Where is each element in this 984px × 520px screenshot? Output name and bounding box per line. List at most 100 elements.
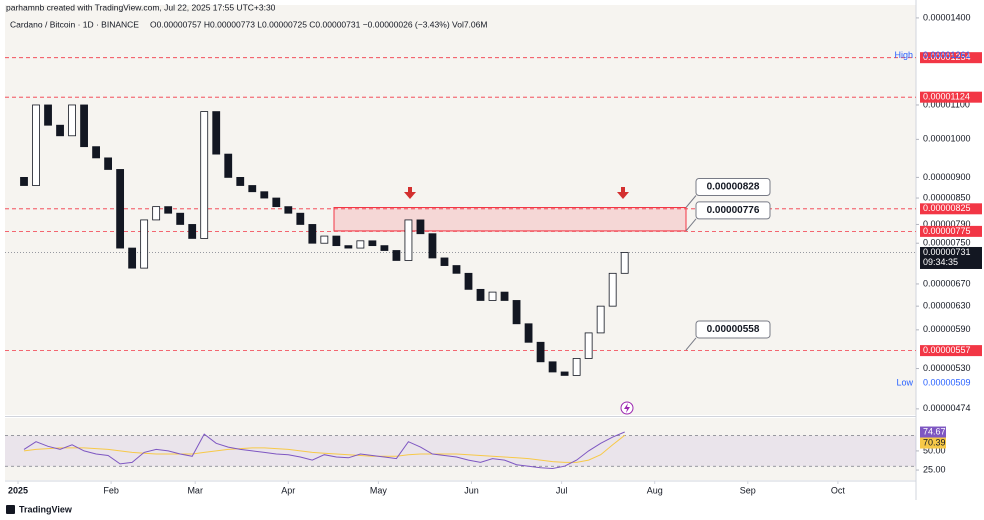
candle-body bbox=[488, 291, 497, 301]
candle-body bbox=[164, 206, 173, 214]
callout-label: 0.00000776 bbox=[707, 205, 760, 216]
candle-body bbox=[620, 252, 629, 274]
brand: TradingView bbox=[19, 504, 73, 514]
candle-body bbox=[404, 219, 413, 261]
candle-body bbox=[464, 272, 473, 290]
y-tick-label: 0.00000670 bbox=[923, 278, 971, 288]
last-price-label: 0.00000731 bbox=[923, 247, 971, 257]
high-name: High bbox=[894, 50, 913, 60]
candle-body bbox=[80, 104, 88, 148]
callout-label: 0.00000558 bbox=[707, 324, 760, 335]
low-value: 0.00000509 bbox=[923, 378, 971, 388]
rsi-tick-label: 25.00 bbox=[923, 464, 946, 474]
logo bbox=[6, 505, 15, 514]
high-value: 0.00001261 bbox=[923, 50, 971, 60]
rsi-ma-label: 70.39 bbox=[923, 437, 946, 447]
candle-body bbox=[308, 224, 317, 244]
candle-body bbox=[20, 177, 28, 186]
callout-leader bbox=[685, 337, 697, 351]
rsi-band bbox=[5, 435, 916, 467]
callout-label: 0.00000828 bbox=[707, 182, 760, 193]
candle-body bbox=[452, 265, 461, 274]
x-tick-label: Feb bbox=[103, 485, 119, 495]
callout-box bbox=[695, 320, 771, 339]
x-tick-label: Mar bbox=[187, 485, 203, 495]
rsi-value-label: 74.67 bbox=[923, 426, 946, 436]
resistance-zone bbox=[333, 207, 687, 232]
candle-body bbox=[416, 219, 425, 235]
candle-body bbox=[332, 235, 341, 247]
rsi-value-bg bbox=[920, 426, 946, 438]
candle-body bbox=[188, 224, 197, 239]
candle-body bbox=[68, 104, 76, 137]
candle-body bbox=[212, 111, 221, 155]
y-tick-label: 0.00001400 bbox=[923, 12, 971, 22]
level-label-bg bbox=[920, 52, 982, 64]
candle-body bbox=[92, 146, 100, 159]
candle-body bbox=[236, 177, 245, 186]
x-tick-label: May bbox=[370, 485, 388, 495]
rsi-line bbox=[23, 431, 625, 470]
y-tick-label: 0.00000900 bbox=[923, 172, 971, 182]
level-label: 0.00001124 bbox=[923, 92, 970, 102]
candle-body bbox=[200, 111, 209, 239]
candle-body bbox=[272, 197, 281, 208]
candle-body bbox=[596, 305, 605, 334]
level-label-bg bbox=[920, 203, 982, 215]
candle-body bbox=[572, 358, 581, 376]
candle-body bbox=[344, 245, 353, 249]
candle-body bbox=[140, 219, 149, 269]
red-arrow bbox=[404, 187, 416, 199]
candle-body bbox=[296, 212, 305, 225]
candle-body bbox=[56, 124, 64, 137]
rsi-ma-bg bbox=[920, 437, 946, 449]
candle-body bbox=[440, 257, 449, 266]
candle-body bbox=[224, 153, 233, 178]
candle-body bbox=[320, 235, 329, 244]
y-tick-label: 0.00001000 bbox=[923, 134, 971, 144]
last-price-bg bbox=[920, 246, 982, 269]
alert-icon[interactable] bbox=[620, 401, 634, 415]
candle-body bbox=[284, 206, 293, 214]
candle-body bbox=[380, 245, 389, 251]
callout-box bbox=[695, 178, 771, 197]
candle-body bbox=[44, 104, 52, 126]
level-label: 0.00001254 bbox=[923, 52, 971, 62]
y-tick-label: 0.00000790 bbox=[923, 219, 971, 229]
y-tick-label: 0.00000630 bbox=[923, 301, 971, 311]
candle-body bbox=[152, 206, 161, 221]
x-tick-label: Jul bbox=[556, 485, 568, 495]
low-name: Low bbox=[896, 378, 913, 388]
x-tick-label: Aug bbox=[647, 485, 663, 495]
rsi-ma-line bbox=[23, 434, 626, 463]
candle-body bbox=[500, 291, 509, 301]
candle-body bbox=[368, 240, 377, 247]
candle-body bbox=[392, 250, 401, 261]
y-tick-label: 0.00000590 bbox=[923, 324, 971, 334]
callout-leader bbox=[685, 195, 697, 208]
level-label-bg bbox=[920, 225, 982, 237]
symbol-title: Cardano / Bitcoin · 1D · BINANCE bbox=[10, 19, 139, 29]
level-label: 0.00000557 bbox=[923, 345, 971, 355]
x-tick-label: Sep bbox=[740, 485, 756, 495]
candle-body bbox=[584, 332, 593, 359]
x-tick-label: Jun bbox=[464, 485, 479, 495]
x-tick-label: Apr bbox=[281, 485, 295, 495]
candle-body bbox=[32, 104, 40, 186]
level-label: 0.00000775 bbox=[923, 226, 971, 236]
ohlc-legend: O0.00000757 H0.00000773 L0.00000725 C0.0… bbox=[150, 19, 487, 29]
candle-body bbox=[428, 233, 437, 259]
candle-body bbox=[116, 169, 125, 249]
credit: parhamnb created with TradingView.com, J… bbox=[6, 2, 276, 12]
callout-box bbox=[695, 201, 771, 220]
candle-body bbox=[560, 371, 569, 376]
x-tick-label: 2025 bbox=[8, 485, 28, 495]
countdown-label: 09:34:35 bbox=[923, 257, 958, 267]
y-tick-label: 0.00001100 bbox=[923, 99, 970, 109]
candle-body bbox=[104, 157, 113, 170]
y-tick-label: 0.00000750 bbox=[923, 238, 971, 248]
candle-body bbox=[536, 341, 545, 363]
candle-body bbox=[260, 191, 269, 199]
candle-body bbox=[128, 247, 137, 269]
